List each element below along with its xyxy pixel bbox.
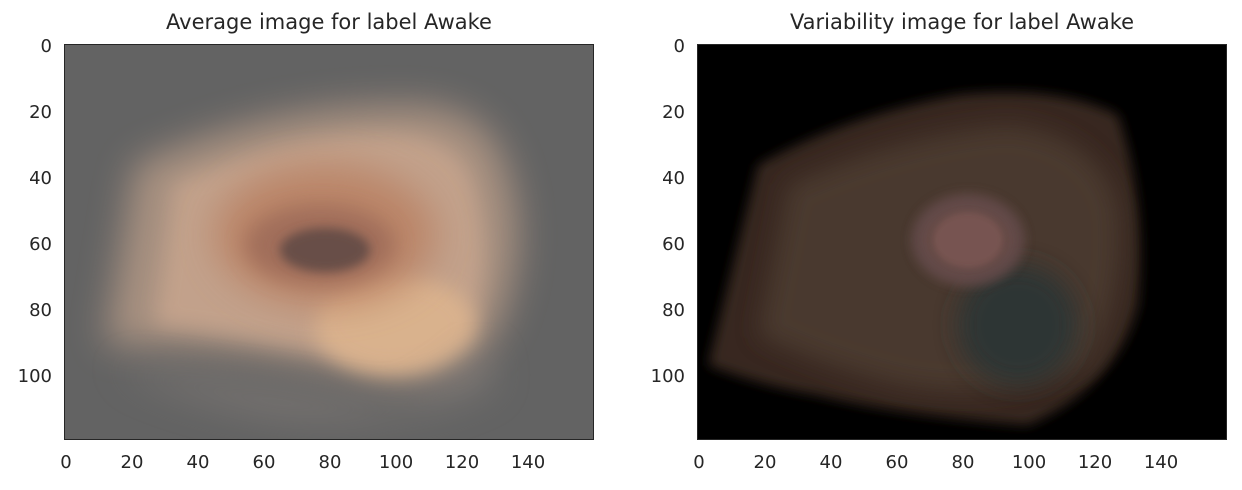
variation-eye-core [933, 212, 1003, 268]
variability-image-plot [697, 44, 1227, 440]
y-tick: 100 [17, 366, 52, 387]
average-image [105, 104, 518, 421]
y-tick: 80 [29, 300, 52, 321]
x-tick: 40 [186, 452, 210, 473]
y-tick: 0 [673, 36, 685, 57]
average-image-plot [64, 44, 594, 440]
x-tick: 40 [819, 452, 843, 473]
x-tick: 100 [1011, 452, 1047, 473]
y-tick: 20 [662, 102, 685, 123]
lower-fade [115, 345, 495, 421]
variability-image-panel: Variability image for label Awake 0 20 4… [633, 0, 1242, 490]
y-tick: 100 [650, 366, 685, 387]
x-tick: 120 [1077, 452, 1113, 473]
x-tick: 140 [510, 452, 546, 473]
x-tick: 80 [951, 452, 975, 473]
x-tick: 80 [318, 452, 342, 473]
variation-eye-ring [915, 199, 1021, 281]
y-tick: 20 [29, 102, 52, 123]
y-tick: 40 [662, 168, 685, 189]
x-tick: 60 [885, 452, 909, 473]
variability-image [708, 92, 1141, 425]
y-tick: 60 [29, 234, 52, 255]
x-tick: 0 [693, 452, 705, 473]
x-tick: 20 [120, 452, 144, 473]
y-tick: 40 [29, 168, 52, 189]
x-tick: 0 [60, 452, 72, 473]
x-tick: 20 [753, 452, 777, 473]
eye-dark [280, 228, 370, 272]
variation-teal [958, 265, 1078, 385]
x-tick: 60 [252, 452, 276, 473]
y-tick: 80 [662, 300, 685, 321]
chart-title: Average image for label Awake [166, 10, 492, 34]
chart-title: Variability image for label Awake [789, 10, 1135, 34]
x-tick: 120 [444, 452, 480, 473]
y-tick: 60 [662, 234, 685, 255]
y-tick: 0 [40, 36, 52, 57]
average-image-panel: Average image for label Awake 0 20 40 60… [17, 10, 594, 473]
x-tick: 100 [378, 452, 414, 473]
x-tick: 140 [1143, 452, 1179, 473]
